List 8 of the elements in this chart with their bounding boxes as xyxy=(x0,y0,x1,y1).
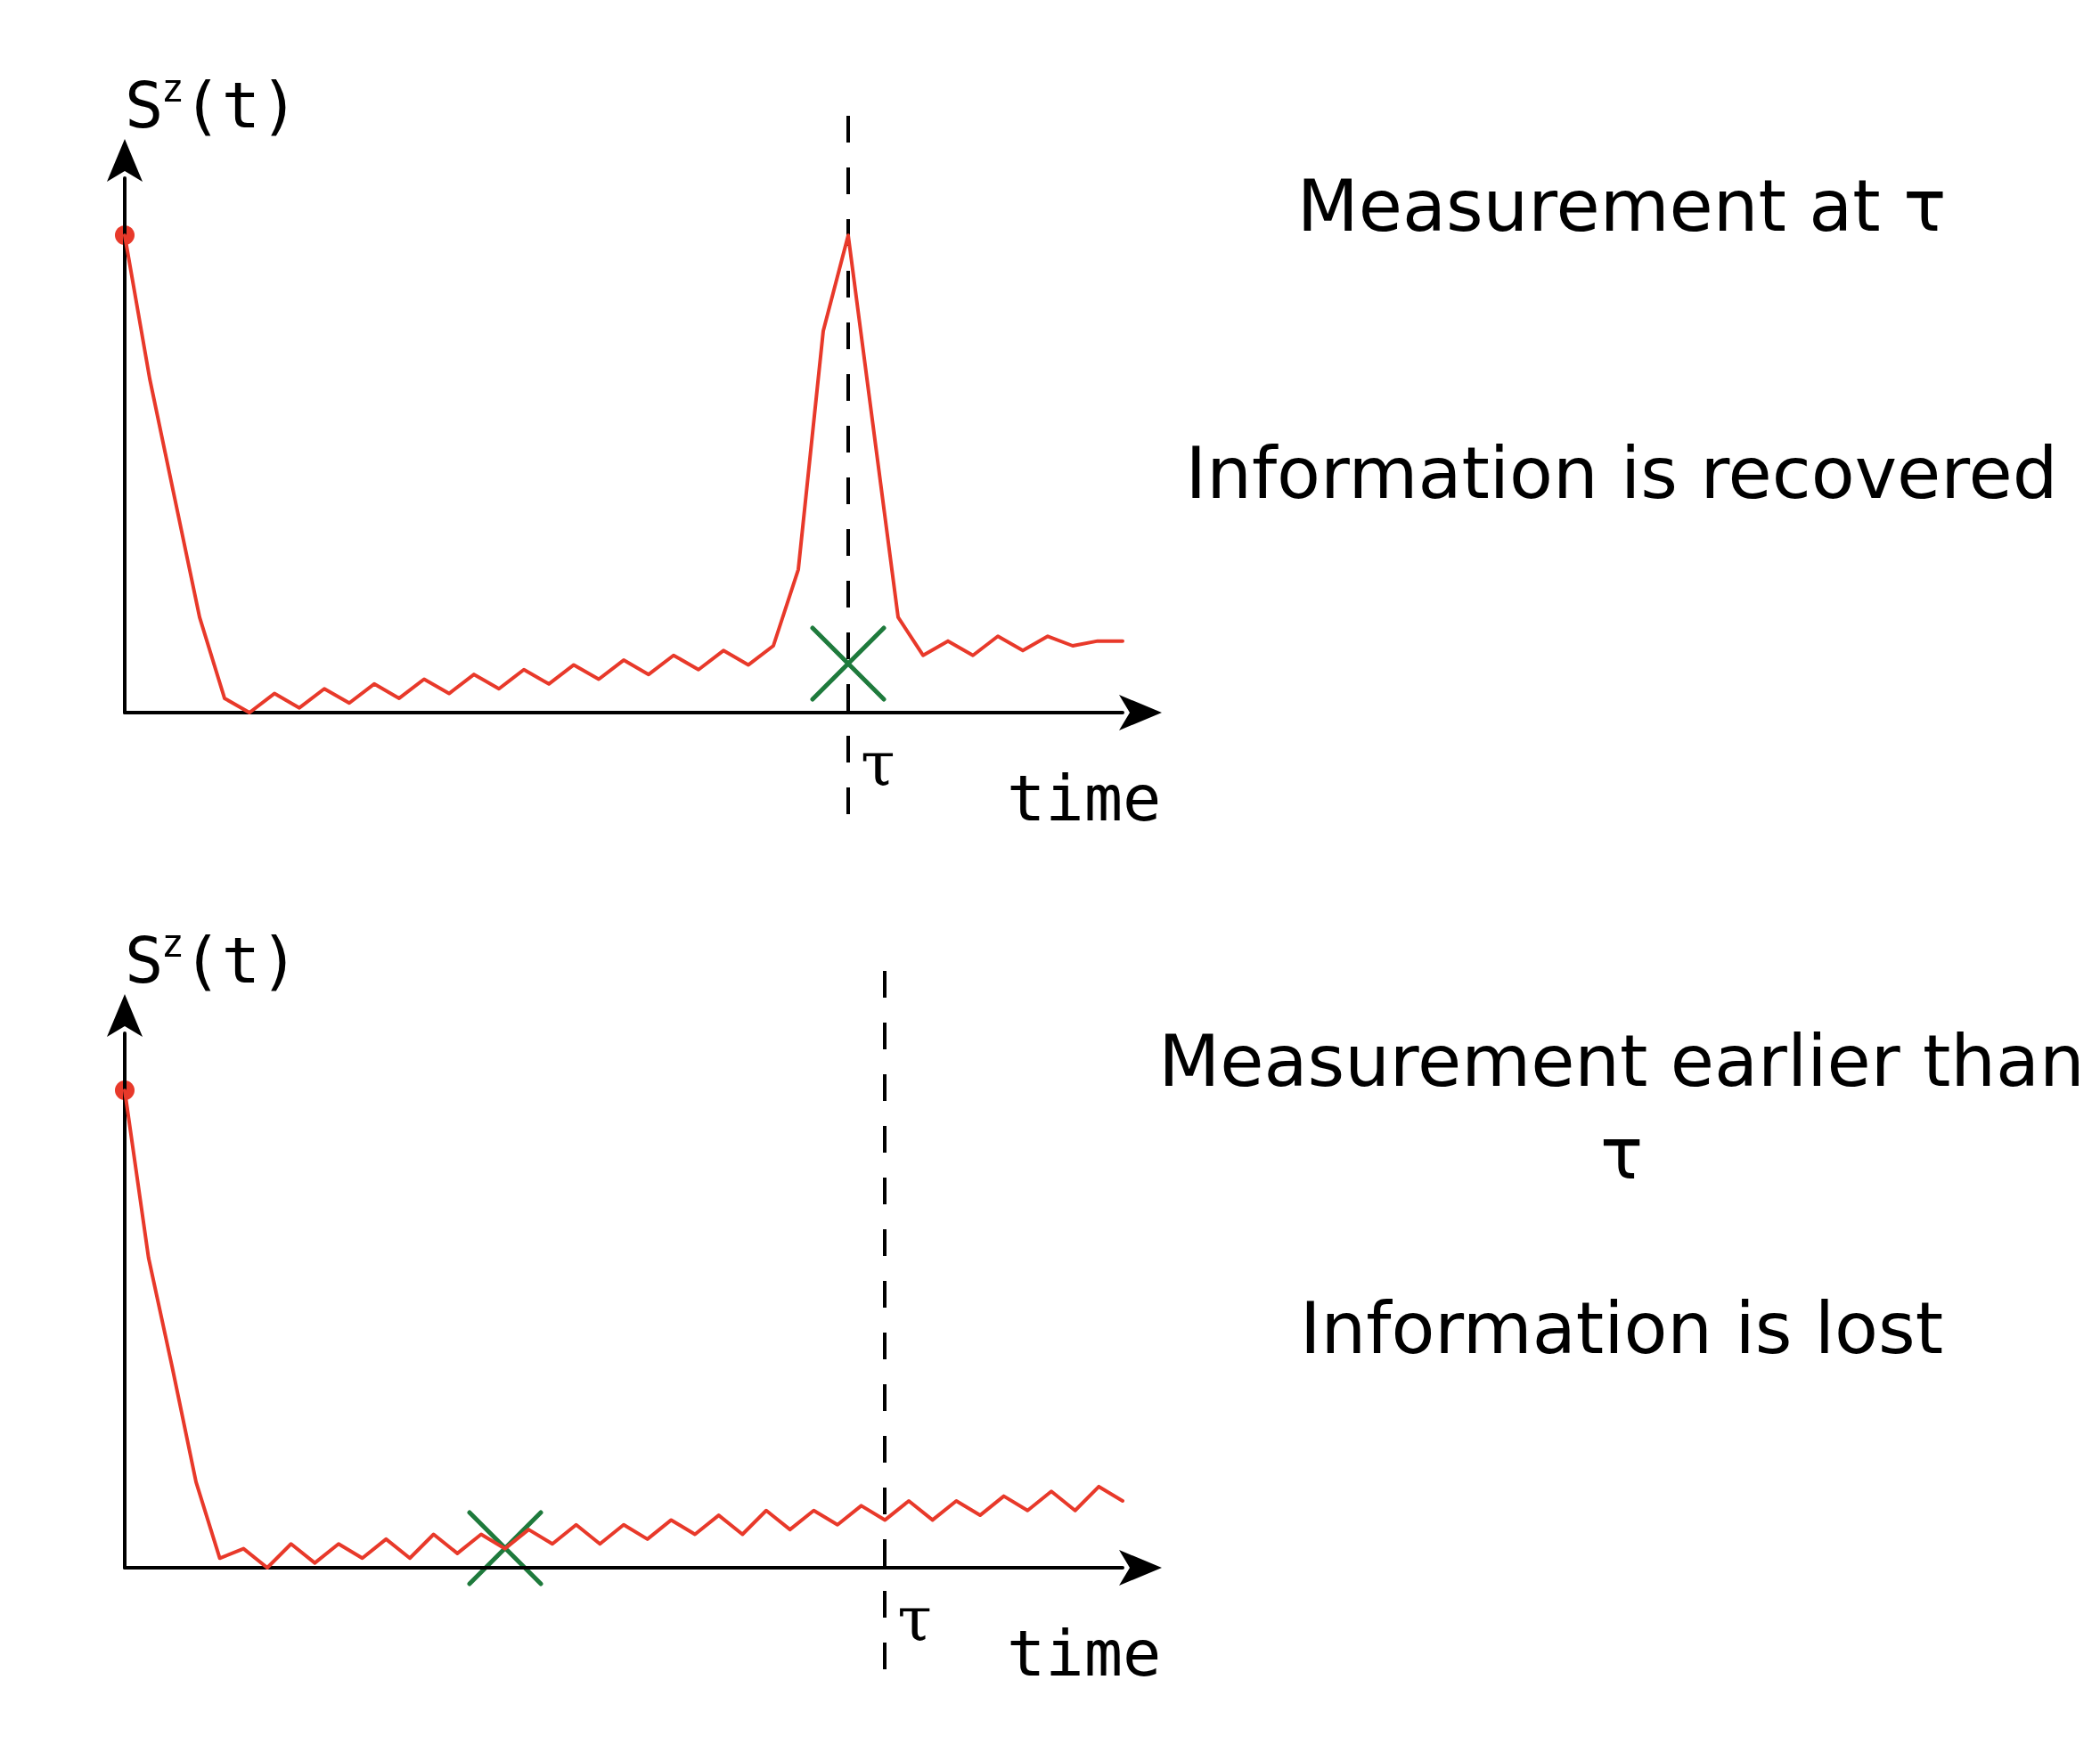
text: τ xyxy=(897,1581,933,1657)
text: Information is lost xyxy=(1298,1286,1945,1372)
text: Information is recovered xyxy=(1184,431,2059,517)
x-axis-title: time xyxy=(1007,761,1162,836)
text: Measurement at τ xyxy=(1295,164,1948,249)
text: Measurement earlier than τ xyxy=(1158,1019,2085,1197)
x-axis-title: time xyxy=(1007,1616,1162,1691)
text: τ xyxy=(861,726,895,802)
